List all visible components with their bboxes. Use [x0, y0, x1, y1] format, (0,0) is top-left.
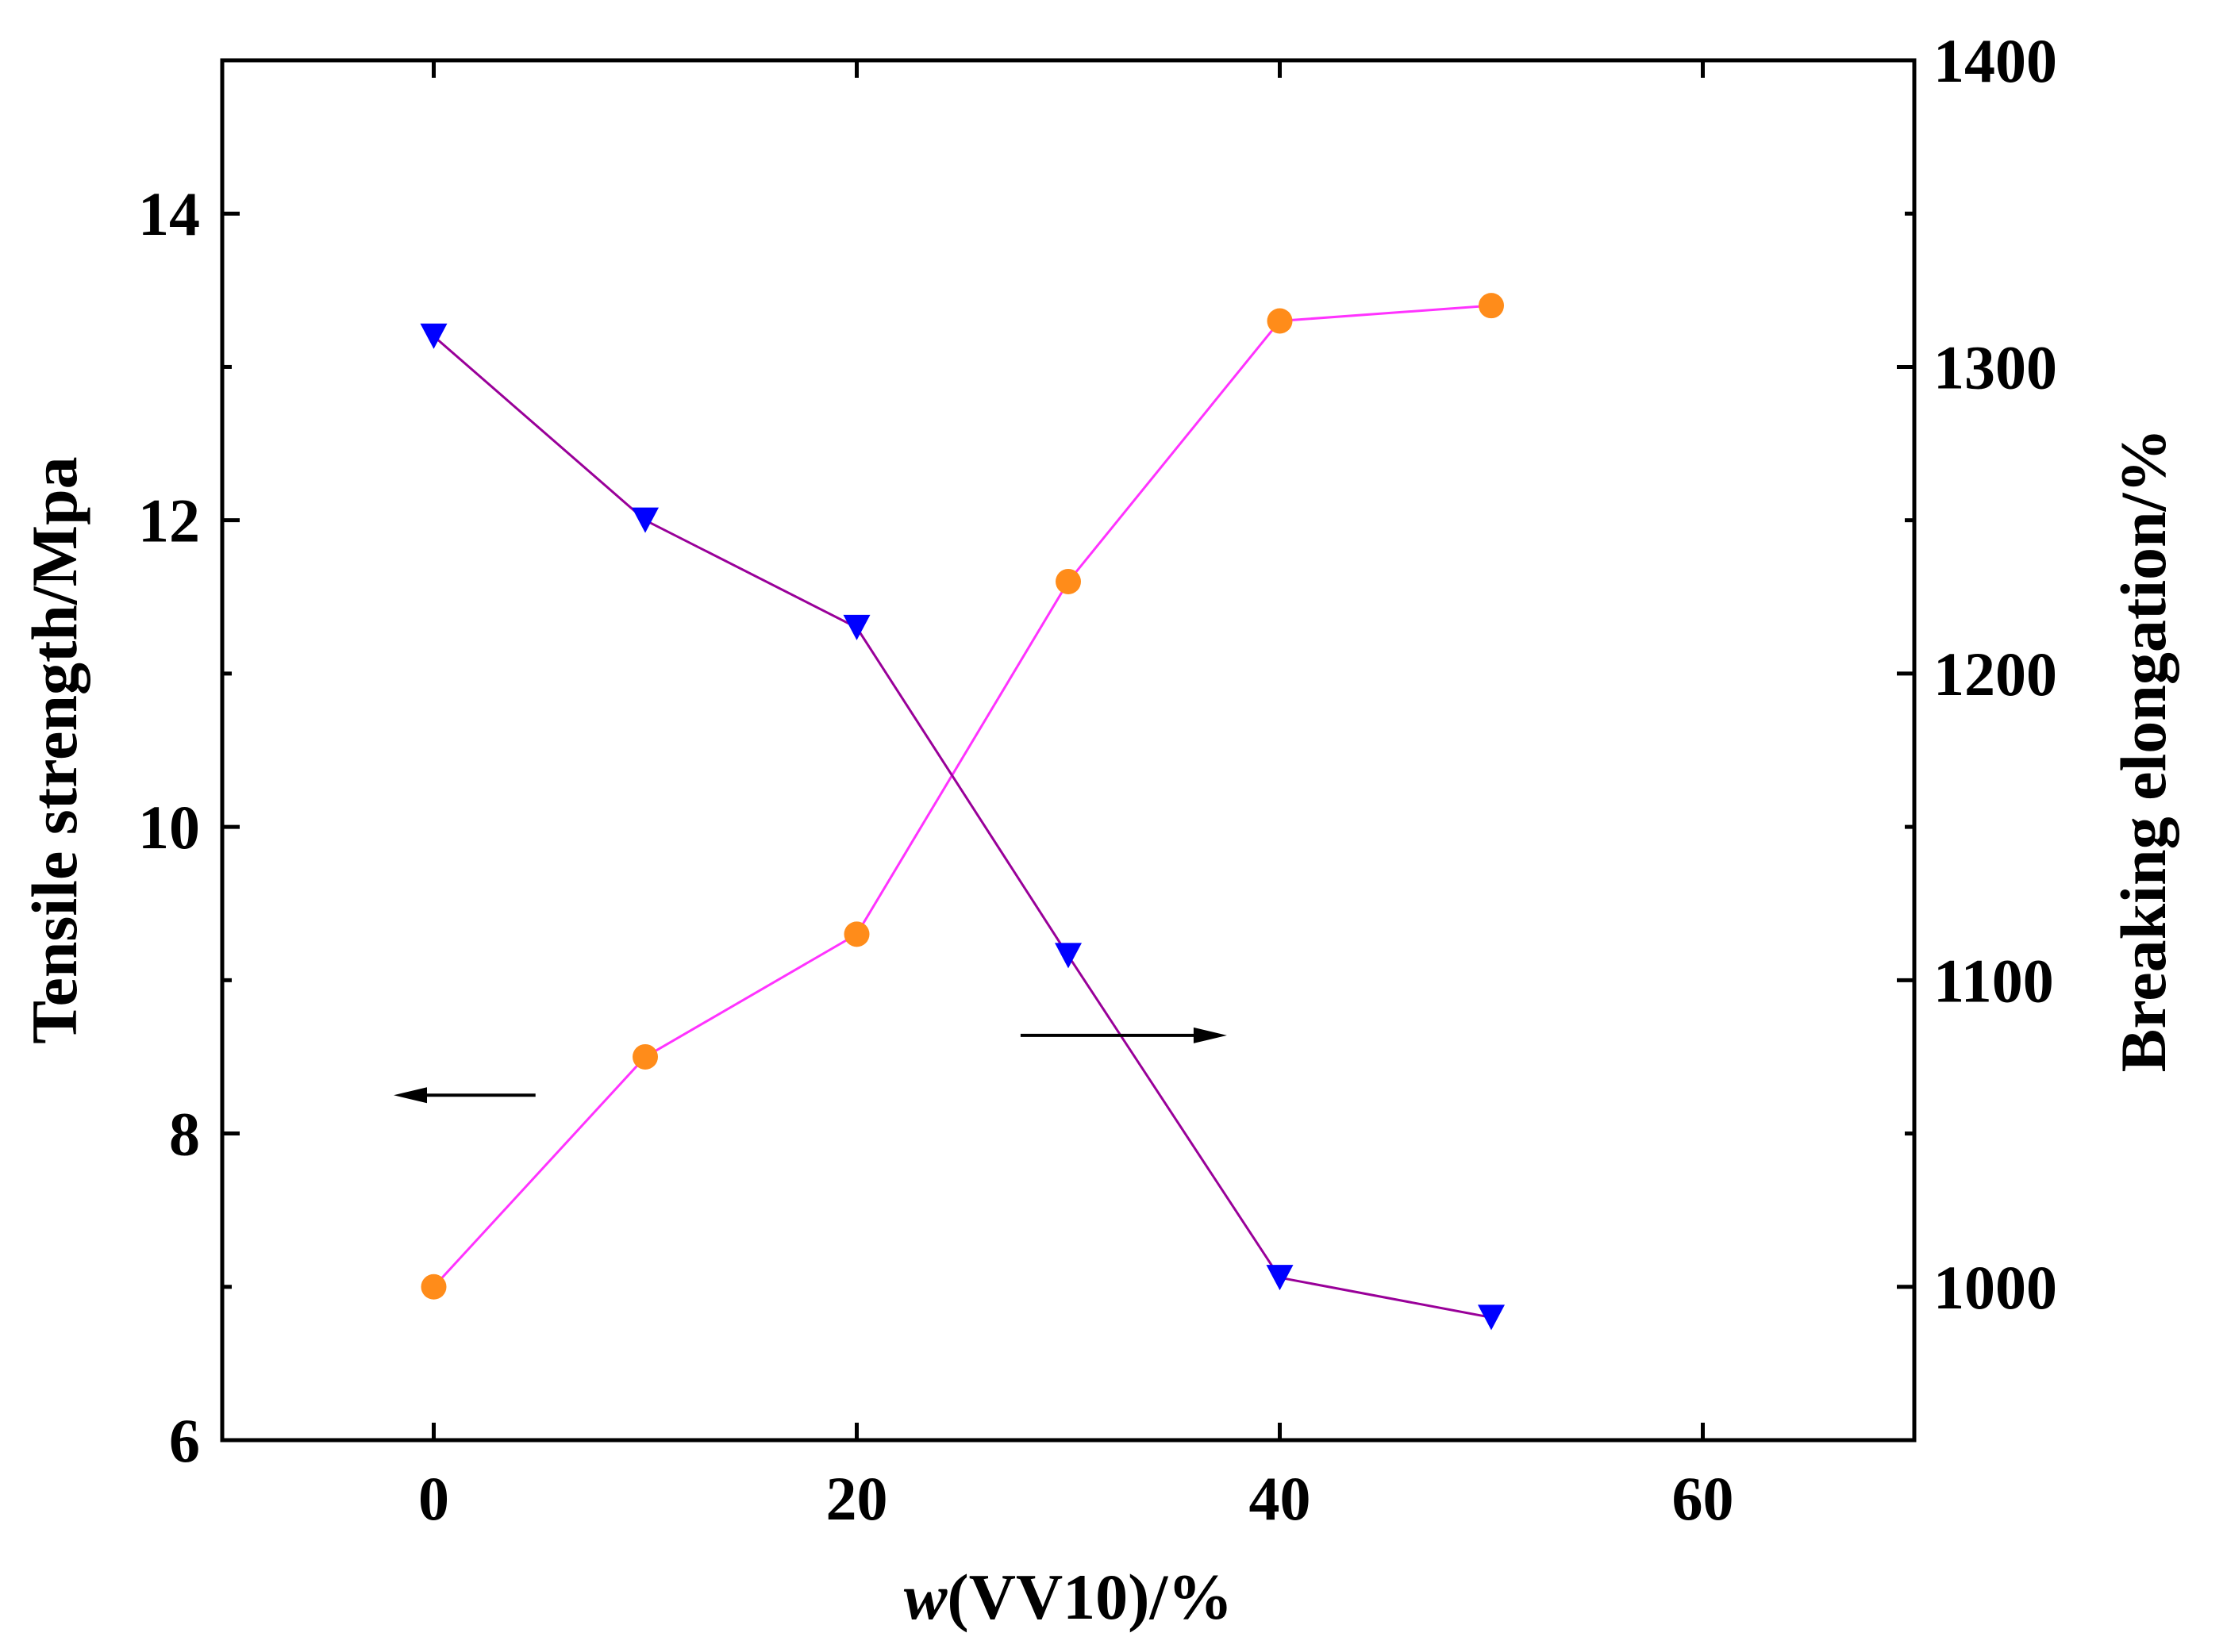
y-left-tick-label: 14	[138, 179, 200, 248]
y-left-tick-label: 12	[138, 486, 200, 555]
data-point-circle	[633, 1043, 658, 1070]
data-point-triangle	[420, 323, 448, 349]
plot-frame	[220, 58, 1917, 1443]
x-axis-title: w(VV10)/%	[904, 1561, 1233, 1633]
y-right-tick-label: 1200	[1933, 640, 2057, 709]
x-tick-label: 60	[1672, 1464, 1734, 1533]
data-point-triangle	[632, 507, 659, 533]
data-point-triangle	[1478, 1304, 1505, 1331]
ticks-layer: 0 20 40 60 6 8 10 12 14 1000 1100 1200 1300 1400	[138, 26, 2057, 1533]
arrow-right-icon	[1193, 1027, 1227, 1043]
y-left-tick-label: 8	[169, 1100, 200, 1169]
arrow-left-icon	[394, 1087, 427, 1104]
data-point-circle	[1479, 293, 1504, 319]
x-tick-label: 0	[418, 1464, 449, 1533]
data-point-triangle	[843, 614, 871, 640]
y-axis-right-title: Breaking elongation/%	[2107, 428, 2179, 1073]
x-tick-label: 20	[826, 1464, 888, 1533]
markers-layer	[420, 293, 1505, 1331]
lines-layer	[433, 304, 1492, 1319]
data-point-circle	[1056, 568, 1081, 594]
x-axis-title-italic: w	[904, 1561, 948, 1633]
x-tick-label: 40	[1249, 1464, 1311, 1533]
data-point-circle	[1267, 308, 1293, 334]
y-right-tick-label: 1000	[1933, 1253, 2057, 1322]
annotations-layer	[394, 1027, 1227, 1104]
data-point-triangle	[1266, 1265, 1294, 1291]
y-right-tick-label: 1300	[1933, 332, 2057, 401]
series-line	[433, 304, 1492, 1288]
data-point-circle	[421, 1274, 447, 1300]
y-axis-left-title: Tensile strength/Mpa	[18, 456, 90, 1043]
y-left-tick-label: 6	[169, 1406, 200, 1475]
series-line	[433, 335, 1492, 1319]
x-axis-title-rest: (VV10)/%	[947, 1561, 1233, 1633]
y-left-tick-label: 10	[138, 793, 200, 862]
data-point-triangle	[1055, 943, 1082, 969]
y-right-tick-label: 1100	[1933, 946, 2054, 1015]
y-right-tick-label: 1400	[1933, 26, 2057, 95]
data-point-circle	[844, 921, 870, 947]
